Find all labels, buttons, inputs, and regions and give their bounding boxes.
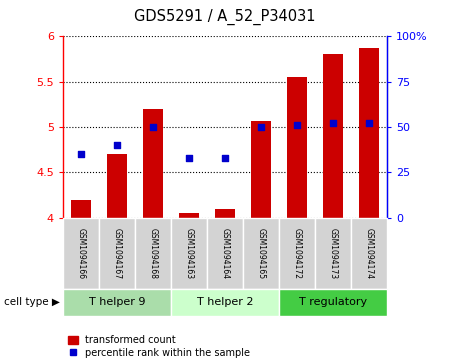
Text: GSM1094174: GSM1094174: [364, 228, 373, 279]
Text: GSM1094165: GSM1094165: [256, 228, 266, 279]
Text: GSM1094168: GSM1094168: [148, 228, 157, 279]
Bar: [287, 77, 307, 218]
Point: [293, 122, 301, 128]
Text: GDS5291 / A_52_P34031: GDS5291 / A_52_P34031: [134, 9, 316, 25]
Legend: transformed count, percentile rank within the sample: transformed count, percentile rank withi…: [68, 335, 250, 358]
Point: [149, 124, 157, 130]
Point: [185, 155, 193, 161]
Text: GSM1094163: GSM1094163: [184, 228, 194, 279]
Text: cell type ▶: cell type ▶: [4, 297, 60, 307]
Bar: [215, 209, 235, 218]
Point: [329, 121, 337, 126]
Bar: [143, 109, 163, 218]
Bar: [323, 54, 343, 218]
Text: GSM1094173: GSM1094173: [328, 228, 338, 279]
Text: T helper 9: T helper 9: [89, 297, 145, 307]
Text: GSM1094167: GSM1094167: [112, 228, 122, 279]
Point: [365, 121, 373, 126]
Text: T regulatory: T regulatory: [299, 297, 367, 307]
Bar: [71, 200, 91, 218]
Text: T helper 2: T helper 2: [197, 297, 253, 307]
Bar: [251, 121, 271, 218]
Bar: [179, 213, 199, 218]
Point: [221, 155, 229, 161]
Text: GSM1094166: GSM1094166: [76, 228, 86, 279]
Point: [77, 151, 85, 157]
Bar: [359, 48, 379, 218]
Point: [113, 142, 121, 148]
Text: GSM1094172: GSM1094172: [292, 228, 302, 279]
Text: GSM1094164: GSM1094164: [220, 228, 230, 279]
Bar: [107, 154, 127, 218]
Point: [257, 124, 265, 130]
